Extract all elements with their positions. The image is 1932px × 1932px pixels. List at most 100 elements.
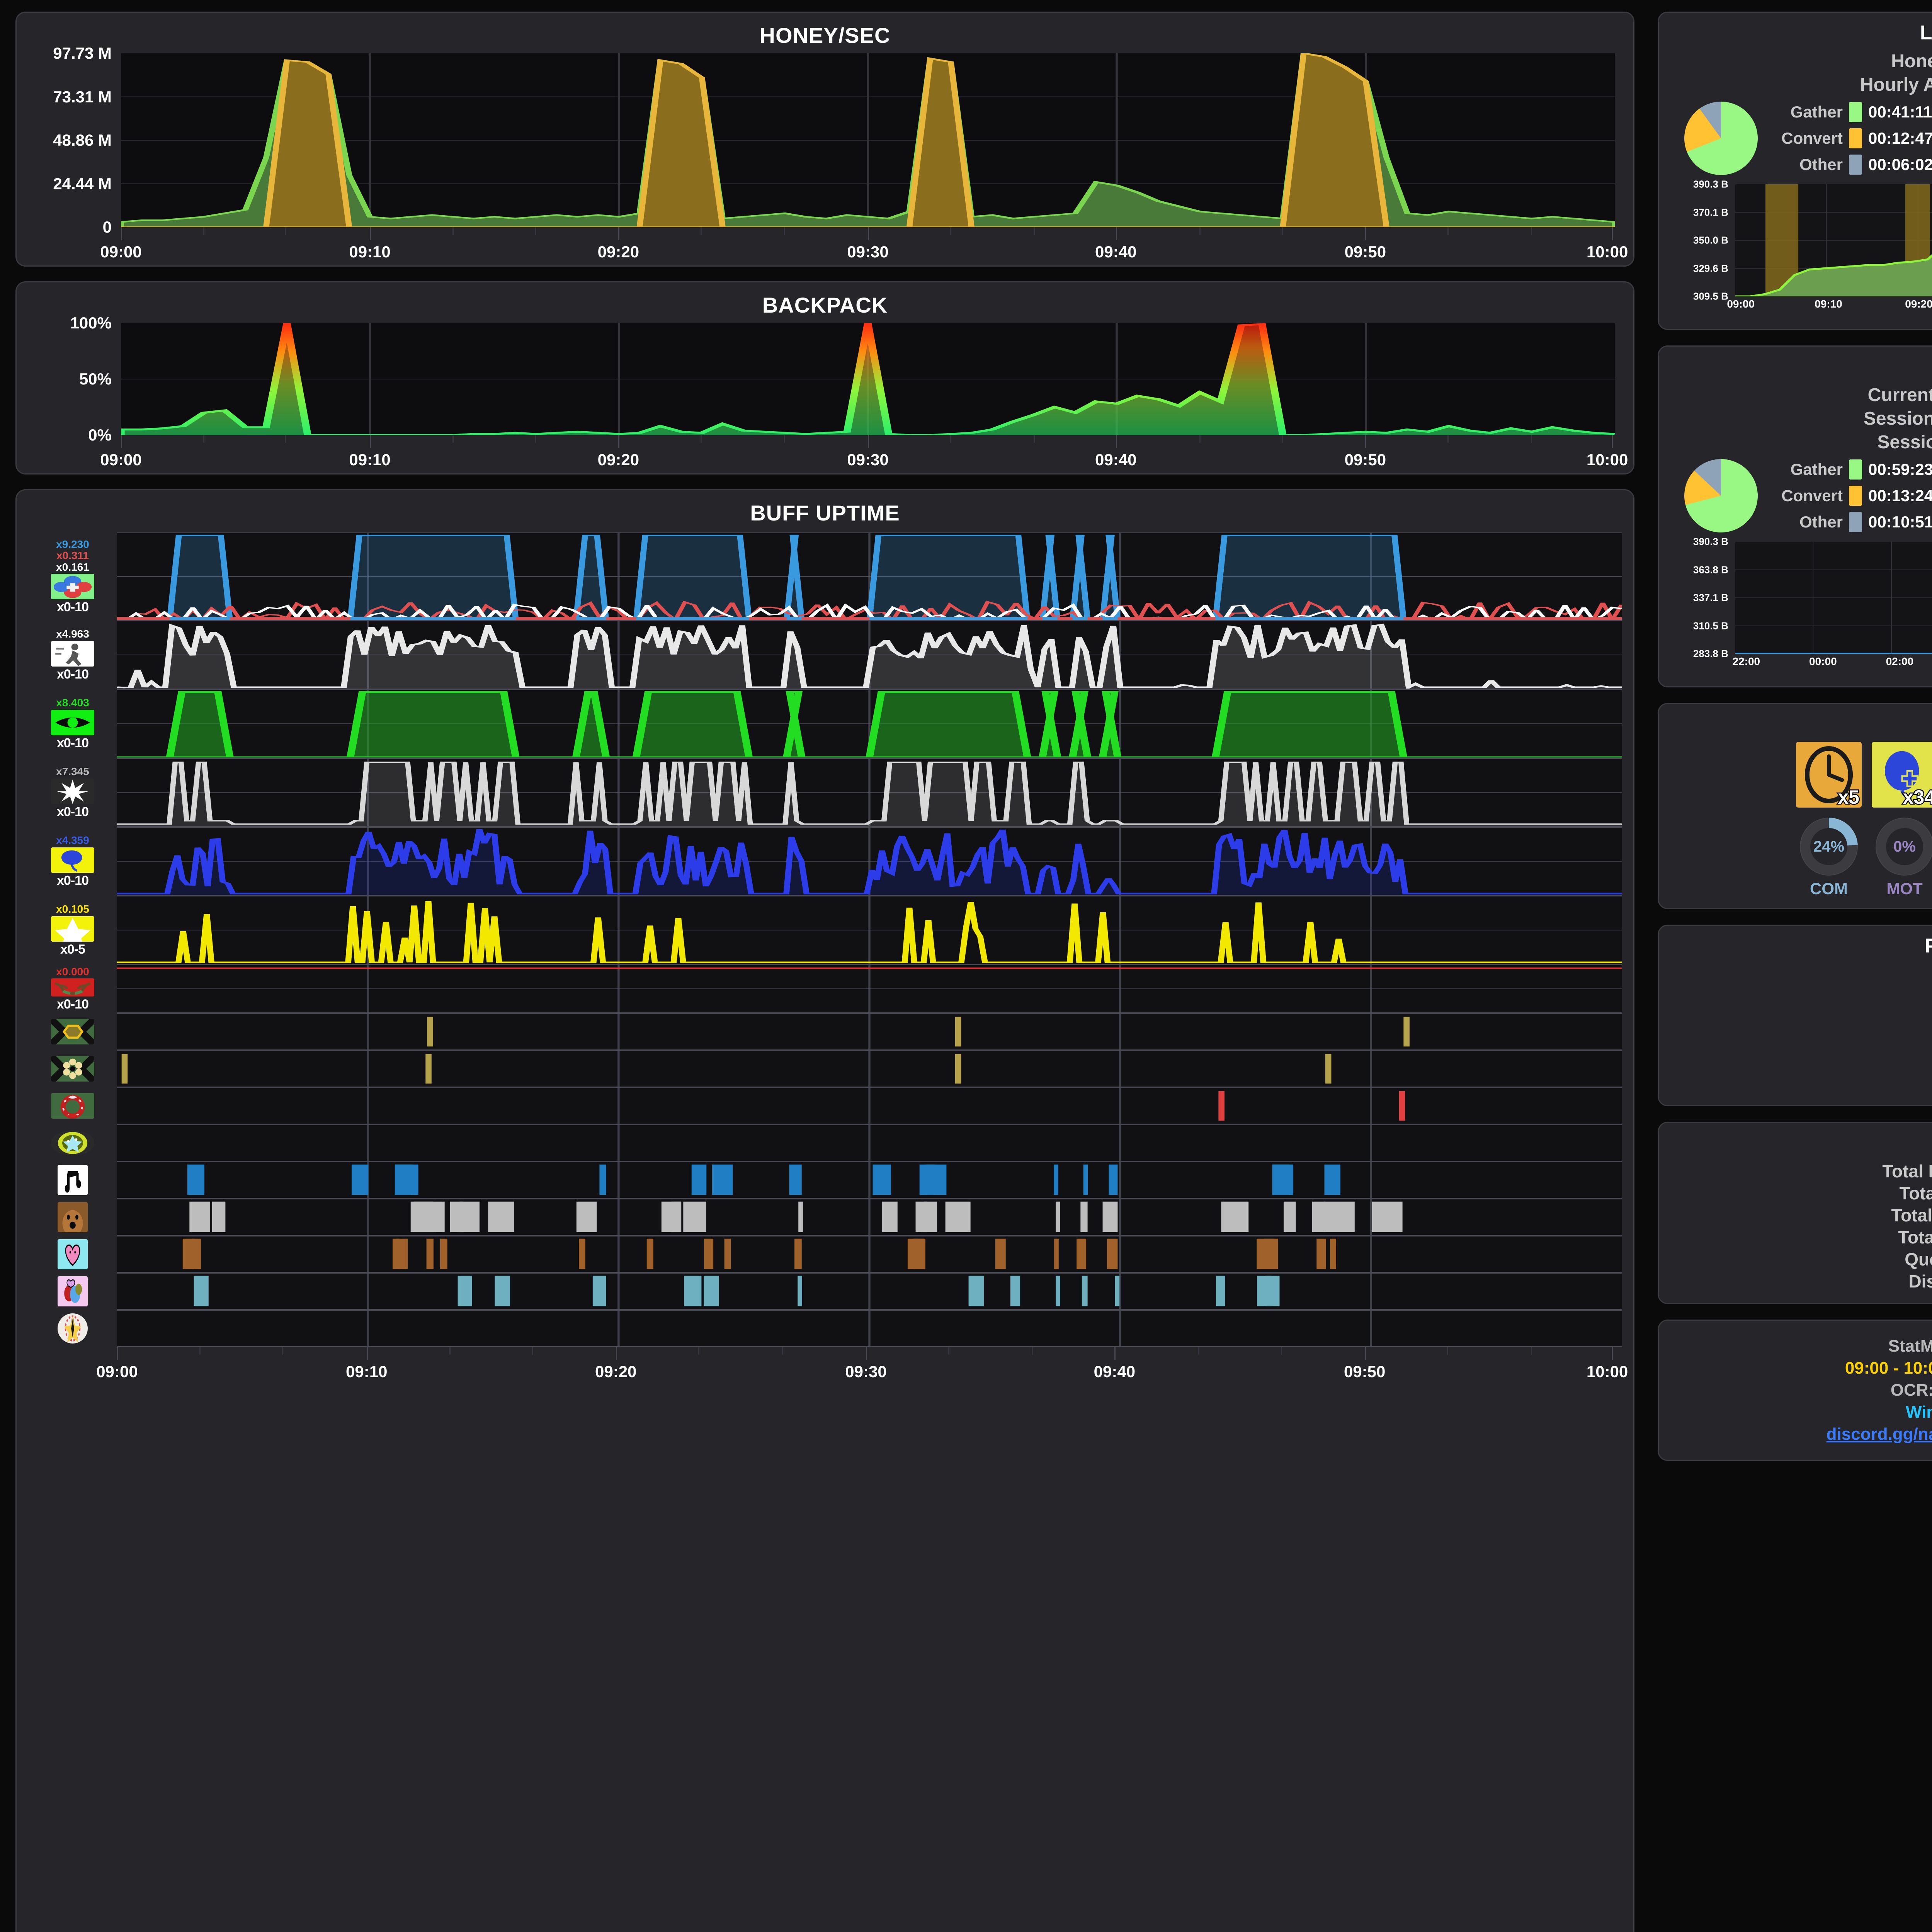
y-tick-label: 337.1 B (1693, 592, 1728, 604)
buff-row-label-flower-token (28, 1050, 117, 1087)
buff-range: x0-10 (57, 735, 89, 750)
star-badge-icon[interactable] (51, 1130, 94, 1156)
compass-star-icon[interactable]: N (58, 1313, 88, 1344)
balloon-icon[interactable] (51, 847, 94, 873)
footer-time-line: 09:00 - 10:00 • December 24, 2025 (1667, 1359, 1932, 1378)
legend-item-convert: Convert 00:13:24 16% (1769, 486, 1932, 506)
starburst-icon[interactable] (51, 778, 94, 804)
antlers-icon[interactable] (51, 978, 94, 997)
heart-icon[interactable] (58, 1239, 88, 1269)
session-time-row: Session Time 01:23:38 (1669, 432, 1932, 453)
star-icon[interactable] (51, 916, 94, 942)
y-tick-label: 350.0 B (1693, 234, 1728, 246)
row-label: Honey Earned (1891, 51, 1932, 71)
stats-row: Total Planters0 (1669, 1227, 1932, 1248)
bear-icon[interactable] (58, 1202, 88, 1232)
eye-icon[interactable] (51, 709, 94, 735)
buff-timeline-haste (116, 621, 1622, 690)
buff-timeline-compass-star (117, 1310, 1622, 1347)
buff-timeline-honey-token (117, 1013, 1622, 1050)
mini-y-axis: 390.3 B 363.8 B 337.1 B 310.5 B 283.8 B (1673, 536, 1731, 660)
activity-legend: Gather 00:41:11 69% Convert 00:12:47 21%… (1769, 102, 1932, 175)
stat-label: Total Bug Kills (1891, 1205, 1932, 1225)
legend-item-other: Other 00:06:02 10% (1769, 155, 1932, 175)
y-tick-label: 310.5 B (1693, 620, 1728, 631)
gumdrops-icon[interactable] (58, 1276, 88, 1306)
backpack-plot-area (117, 323, 1616, 436)
y-tick-label: 329.6 B (1693, 262, 1728, 274)
buff-row-label-heart (28, 1236, 117, 1273)
buff-row-label-balloon: x4.359 x0-10 (28, 827, 117, 896)
honey-per-sec-svg (118, 52, 1618, 228)
activity-pie-chart (1684, 102, 1758, 175)
buff-timeline-music (117, 1162, 1622, 1199)
buff-gauge-mot[interactable]: 0% MOT (1872, 818, 1932, 898)
last-hour-honey-earned-row: Honey Earned 80.93 B (1669, 51, 1932, 72)
mini-y-axis: 390.3 B 370.1 B 350.0 B 329.6 B 309.5 B (1673, 179, 1731, 302)
buff-row-label-gumdrops (28, 1273, 117, 1310)
hex-token-icon[interactable] (51, 1019, 94, 1044)
x-tick-label: 10:00 (1586, 1362, 1628, 1381)
buff-row-label-star-badge (28, 1124, 117, 1162)
y-tick-label: 73.31 M (53, 87, 112, 106)
flower-token-icon[interactable] (51, 1056, 94, 1082)
buff-row-wreath (28, 1087, 1622, 1124)
legend-label: Gather (1790, 103, 1843, 121)
x-tick-label: 09:50 (1344, 1362, 1386, 1381)
buff-row-focus: x8.403 x0-10 (28, 689, 1622, 759)
stats-row: Total Bug Kills95 (1669, 1205, 1932, 1226)
buff-row-haste: x4.963 x0-10 (28, 621, 1622, 690)
session-breakdown: Gather 00:59:23 71% Convert 00:13:24 16%… (1684, 459, 1932, 532)
buff-row-label-focus: x8.403 x0-10 (28, 689, 117, 758)
x-tick-label: 10:00 (1586, 243, 1628, 261)
buff-icon-row: x5 x34 x6.00 (1669, 742, 1932, 808)
legend-time: 00:59:23 (1868, 460, 1932, 478)
buff-row-gumdrops (28, 1273, 1622, 1310)
footer-panel: StatMonitor v2.3 by SP 09:00 - 10:00 • D… (1657, 1320, 1932, 1461)
music-note-icon[interactable] (58, 1165, 88, 1195)
running-man-icon[interactable] (51, 641, 94, 667)
buff-row-star-burst: x7.345 x0-10 (28, 758, 1622, 827)
x-tick-label: 09:30 (847, 451, 889, 469)
buff-row-label-star: x0.105 x0-5 (28, 896, 117, 964)
buff-timeline-antlers (117, 964, 1622, 1013)
backpack-plot-wrapper: 100% 50% 0% (28, 314, 1622, 444)
legend-time: 00:13:24 (1868, 486, 1932, 505)
x-tick-label: 09:20 (595, 1362, 637, 1381)
y-tick-label: 48.86 M (53, 131, 112, 149)
buff-row-label-wreath (28, 1087, 117, 1124)
wreath-icon[interactable] (51, 1093, 94, 1119)
session-panel: SESSION Current Honey 390.3 B Session Ho… (1657, 345, 1932, 687)
y-tick-label: 97.73 M (53, 44, 112, 62)
backpack-x-axis: 09:00 09:10 09:20 09:30 09:40 09:50 10:0… (100, 435, 1628, 474)
buff-multiplier: x0.311 (56, 549, 89, 562)
y-tick-label: 24.44 M (53, 174, 112, 193)
buff-multiplier: x0.000 (56, 966, 89, 978)
clock-icon (1804, 746, 1853, 803)
stats-row: Quests Done0 (1669, 1249, 1932, 1270)
buff-timeline-star-burst (117, 758, 1622, 827)
buff-timeline-bear (117, 1199, 1622, 1236)
y-tick-label: 100% (70, 314, 112, 332)
buff-clock-icon[interactable]: x5 (1796, 742, 1862, 808)
footer-links-line: discord.gg/natromacroNatro v1.0.1 (1667, 1425, 1932, 1444)
backpack-svg (117, 323, 1616, 436)
x-tick-label: 09:00 (1727, 298, 1755, 310)
discord-link[interactable]: discord.gg/natromacro (1826, 1425, 1932, 1444)
y-tick-label: 309.5 B (1693, 290, 1728, 302)
x-tick-label: 10:00 (1586, 451, 1628, 469)
buff-gauge-com[interactable]: 24% COM (1796, 818, 1862, 898)
stats-rows: Total Boss Kills0Total Vic Kills0Total B… (1669, 1161, 1932, 1292)
legend-item-gather: Gather 00:59:23 71% (1769, 459, 1932, 480)
session-title: SESSION (1669, 355, 1932, 378)
buff-row-label-bear (28, 1199, 117, 1236)
activity-pie-chart (1684, 459, 1758, 532)
x-tick-label: 09:40 (1095, 243, 1137, 261)
buff-row-star: x0.105 x0-5 (28, 896, 1622, 964)
buff-row-label-honey-token (28, 1013, 117, 1050)
buff-row-heart (28, 1236, 1622, 1273)
buff-blue-balloon-plus-icon[interactable]: x34 (1871, 742, 1932, 808)
flower-cross-icon[interactable] (51, 574, 94, 600)
x-tick-label: 09:00 (96, 1362, 138, 1381)
